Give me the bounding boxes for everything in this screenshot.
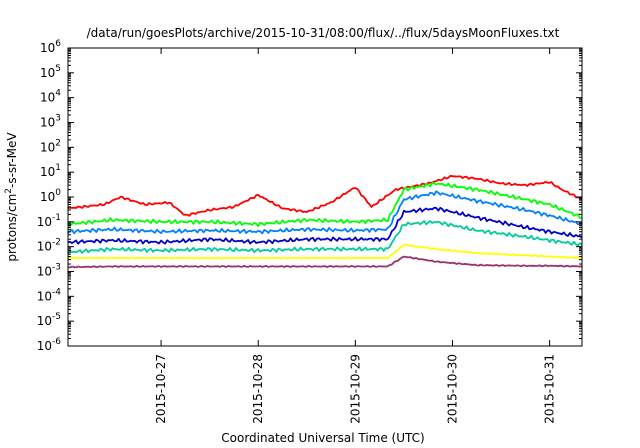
series-line: [67, 220, 583, 254]
series-line: [67, 243, 583, 260]
y-tick-label: 105: [40, 64, 61, 80]
y-tick-label: 10-6: [37, 337, 62, 353]
y-tick-label: 10-2: [37, 238, 61, 254]
y-tick-label: 101: [40, 163, 61, 179]
x-tick-label: 2015-10-30: [445, 354, 459, 424]
series-line: [67, 255, 583, 269]
y-tick-label: 10-4: [37, 287, 62, 303]
x-axis: 2015-10-27 2015-10-28 2015-10-29 2015-10-30…: [154, 48, 557, 424]
x-tick-label: 2015-10-27: [154, 354, 168, 424]
series-layer: [67, 174, 583, 269]
plot-frame: [67, 47, 583, 347]
y-tick-label: 102: [40, 138, 61, 154]
y-tick-label: 10-5: [37, 312, 61, 328]
y-tick-label: 10-1: [37, 213, 61, 229]
series-line: [67, 206, 583, 245]
y-tick-label: 104: [40, 89, 61, 105]
y-tick-label: 10-3: [37, 263, 61, 279]
y-tick-label: 106: [40, 39, 61, 55]
x-tick-label: 2015-10-28: [251, 354, 265, 424]
x-tick-label: 2015-10-29: [348, 354, 362, 424]
y-tick-label: 100: [40, 188, 61, 204]
series-line: [67, 182, 583, 227]
x-tick-label: 2015-10-31: [543, 354, 557, 424]
x-axis-label: Coordinated Universal Time (UTC): [221, 431, 424, 445]
chart-title: /data/run/goesPlots/archive/2015-10-31/0…: [87, 26, 560, 40]
y-tick-label: 103: [40, 114, 61, 130]
series-line: [67, 174, 583, 217]
y-axis-label: protons/cm2-s-sr-MeV: [4, 132, 19, 262]
series-line: [67, 190, 583, 235]
y-axis: 10-6 10-5 10-4 10-3 10-2 10-1 100 101 102 103 104 1…: [37, 39, 582, 353]
